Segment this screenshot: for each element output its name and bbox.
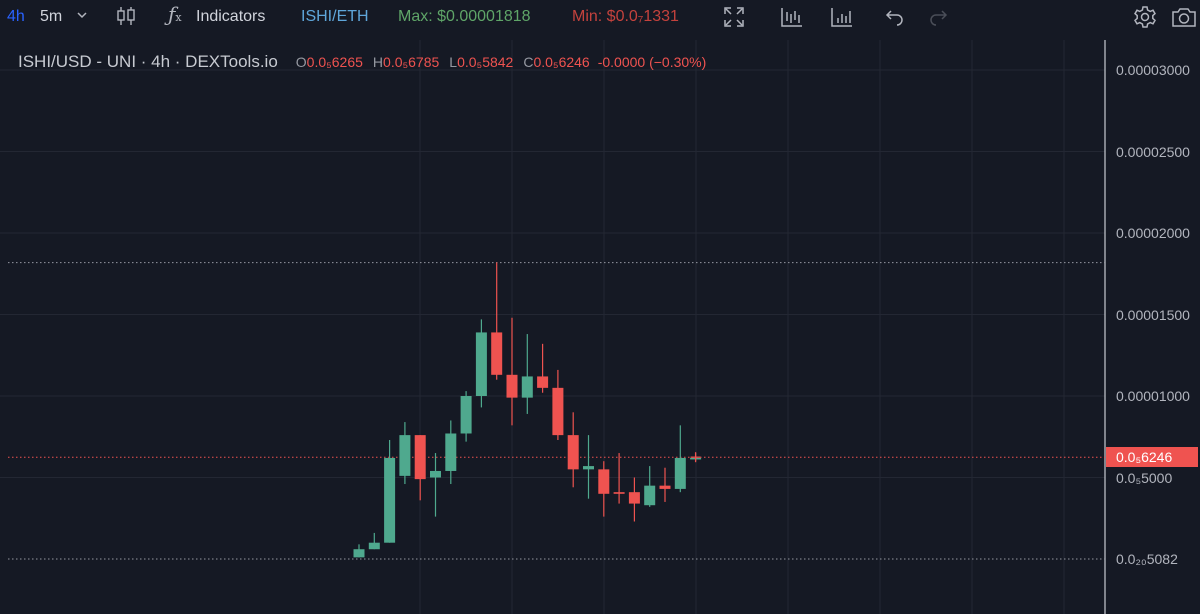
close-key: C [523, 54, 534, 70]
chart-style-icon[interactable] [781, 6, 803, 28]
price-tick-label: 0.00001000 [1116, 388, 1190, 404]
candle-body-down [552, 387, 564, 436]
fullscreen-icon[interactable] [723, 6, 745, 28]
price-tick-label: 0.00001500 [1116, 307, 1190, 323]
price-tick-label: 0.00002000 [1116, 225, 1190, 241]
pair-switch-button[interactable]: ISHI/ETH [301, 8, 369, 25]
candle-body-up [368, 542, 380, 550]
high-key: H [372, 54, 384, 70]
candle-body-down [537, 376, 549, 388]
undo-icon[interactable] [885, 8, 905, 26]
fx-icon[interactable]: ƒx [168, 2, 182, 26]
change-value: -0.0000 (−0.30%) [597, 54, 707, 70]
price-tick-label: 0.00003000 [1116, 62, 1190, 78]
high-value: 0.0₅6785 [383, 54, 440, 70]
min-price-label: Min: $0.0₇1331 [572, 8, 679, 25]
price-tick-label: 0.00002500 [1116, 144, 1190, 160]
candle-body-up [644, 485, 656, 506]
last-price-tag: 0.0₅6246 [1106, 447, 1198, 467]
candle-body-up [674, 457, 686, 489]
candle-body-up [475, 332, 487, 396]
candle-body-up [430, 470, 441, 478]
open-key: O [295, 54, 307, 70]
close-value: 0.0₅6246 [533, 54, 590, 70]
candles-icon[interactable] [116, 5, 136, 27]
candle-body-down [613, 492, 625, 494]
price-tick-label: 0.0₅5000 [1116, 470, 1173, 486]
candle-body-down [491, 332, 503, 375]
candle-body-down [628, 492, 640, 504]
candle-body-down [414, 435, 426, 480]
candle-body-up [521, 376, 533, 398]
ohlc-legend: ISHI/USD - UNI · 4h · DEXTools.io O0.0₅62… [18, 52, 706, 72]
candle-body-down [506, 374, 518, 398]
bar-chart-icon[interactable] [831, 6, 853, 28]
candle-body-up [399, 435, 411, 476]
interval-5m-button[interactable]: 5m [40, 8, 63, 25]
top-toolbar: 4h 5m ƒx Indicators ISHI/ETH Max: $0.000… [0, 0, 1200, 34]
redo-icon[interactable] [928, 8, 948, 26]
candle-body-down [598, 469, 610, 494]
candle-body-down [567, 435, 579, 470]
chevron-down-icon[interactable] [76, 9, 88, 21]
candle-body-up [353, 549, 365, 558]
candle-body-down [659, 485, 671, 489]
indicators-button[interactable]: Indicators [196, 8, 266, 25]
symbol-title: ISHI/USD - UNI · 4h · DEXTools.io [18, 52, 278, 71]
camera-icon[interactable] [1171, 6, 1197, 28]
candle-body-up [384, 457, 396, 543]
low-value: 0.0₅5842 [457, 54, 514, 70]
candle-body-up [445, 433, 457, 471]
open-value: 0.0₅6265 [306, 54, 363, 70]
price-tick-label: 0.0₂₀5082 [1116, 551, 1178, 567]
low-key: L [449, 54, 458, 70]
candle-body-up [460, 396, 472, 434]
gear-icon[interactable] [1133, 5, 1157, 29]
interval-4h-button[interactable]: 4h [7, 8, 25, 25]
max-price-label: Max: $0.00001818 [398, 8, 531, 25]
candle-body-up [583, 466, 594, 470]
